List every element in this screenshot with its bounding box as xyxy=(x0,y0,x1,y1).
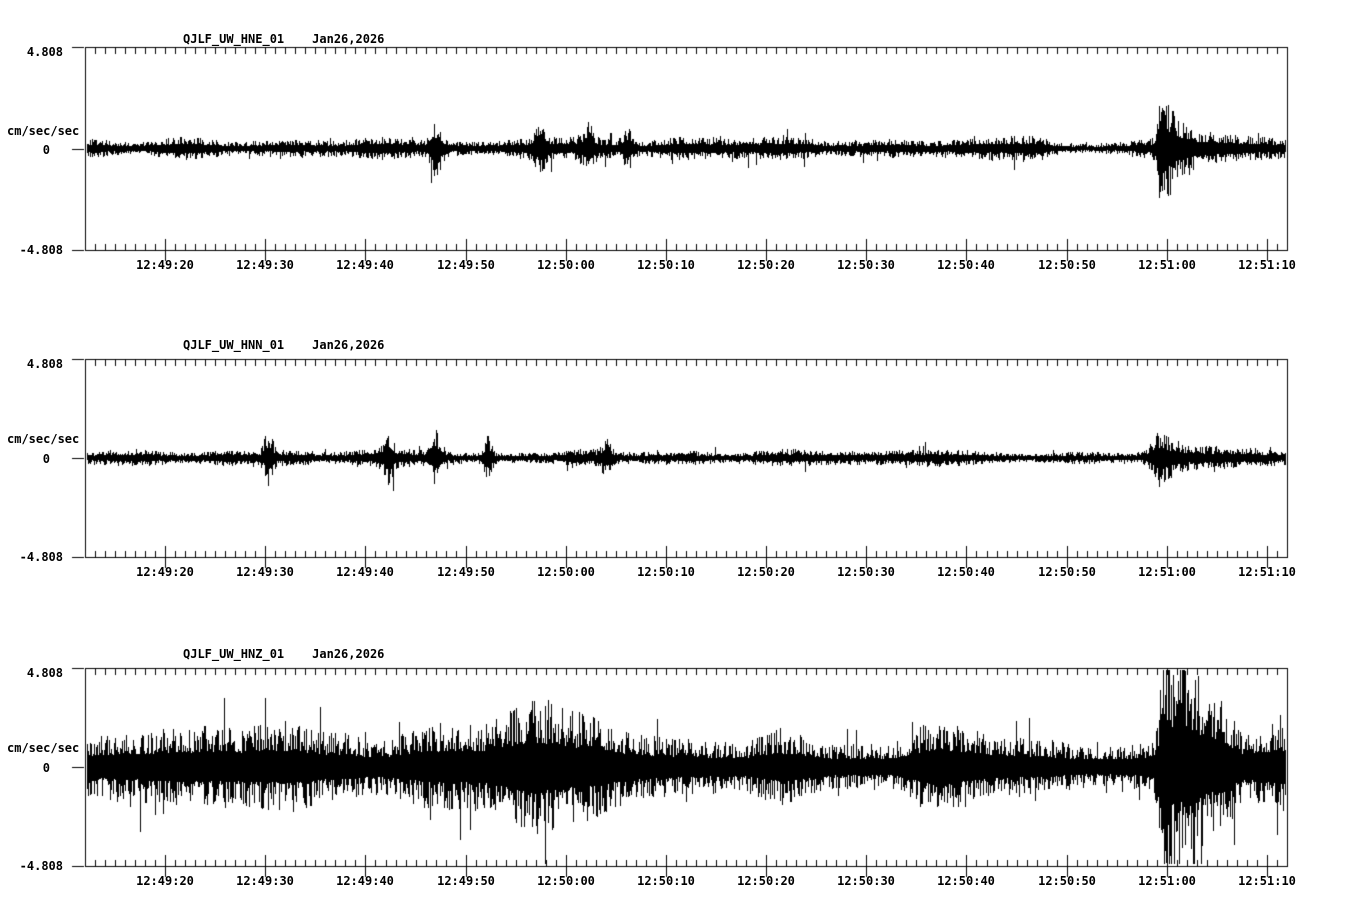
x-tick-label: 12:51:00 xyxy=(1138,258,1196,272)
x-tick-label: 12:50:00 xyxy=(537,565,595,579)
x-tick-label: 12:51:00 xyxy=(1138,874,1196,888)
x-tick-label: 12:50:10 xyxy=(637,565,695,579)
trace-date: Jan26,2026 xyxy=(312,647,385,661)
channel-name: QJLF_UW_HNE_01 xyxy=(183,32,285,46)
x-tick-label: 12:49:30 xyxy=(236,874,294,888)
x-tick-label: 12:50:40 xyxy=(937,874,995,888)
y-axis-units-hnz: cm/sec/sec xyxy=(7,741,80,755)
x-tick-label: 12:50:40 xyxy=(937,258,995,272)
x-tick-label: 12:50:20 xyxy=(737,874,795,888)
y-tick-zero-hnn: 0 xyxy=(42,452,50,466)
y-tick-min-hne: -4.808 xyxy=(19,243,63,257)
x-tick-label: 12:50:50 xyxy=(1038,565,1096,579)
x-tick-label: 12:50:20 xyxy=(737,258,795,272)
channel-name: QJLF_UW_HNZ_01 xyxy=(183,647,285,661)
x-tick-label: 12:50:20 xyxy=(737,565,795,579)
x-tick-label: 12:50:50 xyxy=(1038,874,1096,888)
trace-date: Jan26,2026 xyxy=(312,338,385,352)
x-tick-label: 12:50:30 xyxy=(837,258,895,272)
x-tick-label: 12:49:20 xyxy=(136,258,194,272)
x-tick-label: 12:49:50 xyxy=(437,565,495,579)
x-tick-label: 12:49:40 xyxy=(336,258,394,272)
trace-date: Jan26,2026 xyxy=(312,32,385,46)
panel-title-hnn: QJLF_UW_HNN_01 Jan26,2026 xyxy=(183,339,384,351)
x-tick-label: 12:49:30 xyxy=(236,258,294,272)
x-tick-label: 12:50:40 xyxy=(937,565,995,579)
y-tick-max-hnz: 4.808 xyxy=(26,666,63,680)
x-tick-label: 12:51:10 xyxy=(1238,258,1296,272)
y-tick-max-hne: 4.808 xyxy=(26,45,63,59)
y-tick-min-hnn: -4.808 xyxy=(19,550,63,564)
y-axis-units-hnn: cm/sec/sec xyxy=(7,432,80,446)
x-axis-labels-hnz: 12:49:20 12:49:30 12:49:40 12:49:50 12:50:00… xyxy=(0,875,1358,889)
y-axis-units-hne: cm/sec/sec xyxy=(7,124,80,138)
y-tick-zero-hne: 0 xyxy=(42,143,50,157)
x-tick-label: 12:49:50 xyxy=(437,874,495,888)
x-tick-label: 12:49:20 xyxy=(136,565,194,579)
x-tick-label: 12:51:10 xyxy=(1238,874,1296,888)
x-tick-label: 12:49:40 xyxy=(336,565,394,579)
x-tick-label: 12:51:10 xyxy=(1238,565,1296,579)
y-tick-zero-hnz: 0 xyxy=(42,761,50,775)
x-tick-label: 12:50:00 xyxy=(537,258,595,272)
x-tick-label: 12:50:10 xyxy=(637,258,695,272)
x-tick-label: 12:50:30 xyxy=(837,565,895,579)
x-axis-labels-hnn: 12:49:20 12:49:30 12:49:40 12:49:50 12:50:00… xyxy=(0,566,1358,580)
x-tick-label: 12:50:10 xyxy=(637,874,695,888)
y-tick-min-hnz: -4.808 xyxy=(19,859,63,873)
x-tick-label: 12:49:30 xyxy=(236,565,294,579)
x-tick-label: 12:50:00 xyxy=(537,874,595,888)
x-tick-label: 12:50:50 xyxy=(1038,258,1096,272)
x-tick-label: 12:49:40 xyxy=(336,874,394,888)
x-axis-labels-hne: 12:49:20 12:49:30 12:49:40 12:49:50 12:50:00… xyxy=(0,259,1358,273)
x-tick-label: 12:51:00 xyxy=(1138,565,1196,579)
x-tick-label: 12:49:50 xyxy=(437,258,495,272)
panel-title-hne: QJLF_UW_HNE_01 Jan26,2026 xyxy=(183,33,384,45)
x-tick-label: 12:50:30 xyxy=(837,874,895,888)
channel-name: QJLF_UW_HNN_01 xyxy=(183,338,285,352)
y-tick-max-hnn: 4.808 xyxy=(26,357,63,371)
x-tick-label: 12:49:20 xyxy=(136,874,194,888)
panel-title-hnz: QJLF_UW_HNZ_01 Jan26,2026 xyxy=(183,648,384,660)
